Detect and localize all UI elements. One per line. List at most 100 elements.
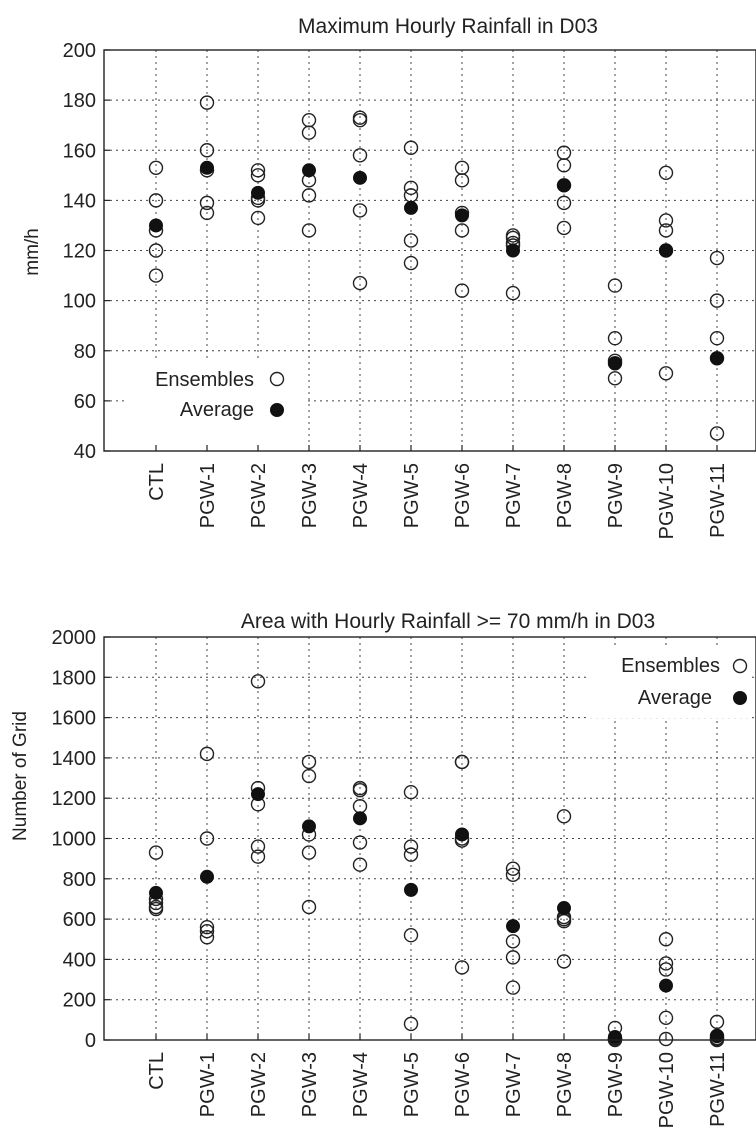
legend-top-label-average: Average [180, 399, 254, 421]
chart-title-bottom: Area with Hourly Rainfall >= 70 mm/h in … [241, 610, 655, 633]
ensemble-point [199, 205, 215, 221]
ensemble-point [709, 1014, 725, 1030]
ensemble-point [607, 371, 623, 386]
ensemble-point [505, 980, 521, 995]
average-point [608, 1029, 622, 1044]
ensemble-point [403, 1016, 419, 1032]
average-point [506, 243, 520, 258]
chart-bottom: Area with Hourly Rainfall >= 70 mm/h in … [10, 610, 756, 1128]
average-point [557, 901, 571, 916]
y-tick-label: 1600 [52, 708, 97, 730]
x-category-label: PGW-5 [401, 1052, 423, 1117]
plot-frame-top [103, 49, 756, 452]
x-category-label: PGW-8 [554, 1052, 576, 1117]
legend-bottom-box [586, 648, 752, 718]
plot-frame-bottom [103, 636, 756, 1041]
average-point [404, 882, 418, 897]
x-category-label: PGW-11 [707, 463, 729, 538]
x-category-label: PGW-4 [350, 1052, 372, 1117]
x-category-label: PGW-3 [299, 1052, 321, 1117]
legend-bottom: Ensembles Average [586, 648, 752, 718]
x-category-label: PGW-5 [401, 463, 423, 528]
ensemble-point [454, 173, 470, 188]
ensemble-point [505, 867, 521, 882]
ensemble-point [403, 140, 419, 155]
x-category-label: PGW-2 [248, 463, 270, 528]
ensemble-point [403, 233, 419, 248]
ensemble-point [709, 293, 725, 308]
x-category-label: PGW-8 [554, 463, 576, 528]
ensemble-point [199, 923, 215, 939]
y-axis-label-bottom: Number of Grid [10, 711, 31, 841]
y-tick-label: 0 [85, 1030, 96, 1052]
ensemble-point [658, 165, 674, 181]
x-category-label: PGW-7 [503, 1052, 525, 1117]
ensemble-point [352, 148, 368, 163]
ensemble-point [301, 188, 317, 203]
y-tick-label: 100 [63, 291, 96, 313]
ensemble-point [556, 220, 572, 236]
legend-top-marker-average [270, 403, 284, 417]
y-tick-label: 140 [63, 190, 96, 212]
ensemble-point [454, 160, 470, 175]
ensemble-point [250, 674, 266, 689]
average-point [404, 200, 418, 215]
ensemble-point [301, 112, 317, 128]
ensemble-point [556, 809, 572, 824]
ensemble-point [505, 285, 521, 301]
ensemble-point [352, 203, 368, 218]
average-point [455, 827, 469, 842]
ensemble-point [148, 243, 164, 258]
y-tick-label: 2000 [52, 627, 97, 649]
y-tick-label: 1200 [52, 788, 97, 810]
y-ticks-bottom: 0 200 400 600 800 1000 1200 1400 1600 1800 2000 [52, 627, 110, 1052]
average-point [455, 208, 469, 223]
ensemble-point [301, 223, 317, 238]
x-category-label: PGW-6 [452, 1052, 474, 1117]
average-point [302, 819, 316, 834]
ensemble-point [403, 255, 419, 271]
ensemble-point [352, 857, 368, 872]
ensemble-point [709, 426, 725, 441]
y-tick-label: 1400 [52, 748, 97, 770]
ensemble-point [199, 831, 215, 846]
legend-bottom-marker-average [733, 691, 747, 705]
legend-top-box [128, 362, 308, 442]
legend-top: Ensembles Average [128, 362, 308, 442]
ensemble-point [301, 899, 317, 915]
legend-bottom-label-ensembles: Ensembles [621, 655, 720, 677]
x-category-label: PGW-1 [197, 1052, 219, 1117]
average-point [251, 185, 265, 200]
ensemble-point [148, 268, 164, 283]
y-tick-label: 180 [63, 90, 96, 112]
ensemble-point [301, 845, 317, 860]
average-point [353, 170, 367, 185]
x-category-label: PGW-6 [452, 463, 474, 528]
ensemble-point [199, 930, 215, 945]
ensemble-point [250, 163, 266, 178]
ensemble-point [658, 366, 674, 381]
x-category-label: PGW-7 [503, 463, 525, 528]
y-tick-label: 1800 [52, 667, 97, 689]
x-category-label: PGW-1 [197, 463, 219, 528]
ensemble-point [556, 954, 572, 969]
ensemble-point [199, 919, 215, 935]
ensemble-point [148, 193, 164, 208]
y-tick-label: 80 [74, 341, 96, 363]
ensemble-point [250, 849, 266, 864]
ensemble-point [403, 784, 419, 800]
x-categories-top: CTL PGW-1 PGW-2 PGW-3 PGW-4 PGW-5 PGW-6 PGW-7 PG… [146, 445, 729, 539]
legend-top-marker-ensembles [269, 371, 285, 387]
ensemble-point [454, 960, 470, 975]
grid-top [104, 50, 756, 451]
ensemble-point [250, 839, 266, 854]
average-point [353, 811, 367, 826]
y-ticks-top: 40 60 80 100 120 140 160 180 200 [63, 40, 110, 463]
ensemble-point [658, 962, 674, 977]
average-point [251, 787, 265, 802]
average-point [149, 218, 163, 233]
average-series-top [149, 160, 724, 371]
ensemble-point [352, 112, 368, 128]
x-category-label: PGW-10 [656, 463, 678, 539]
